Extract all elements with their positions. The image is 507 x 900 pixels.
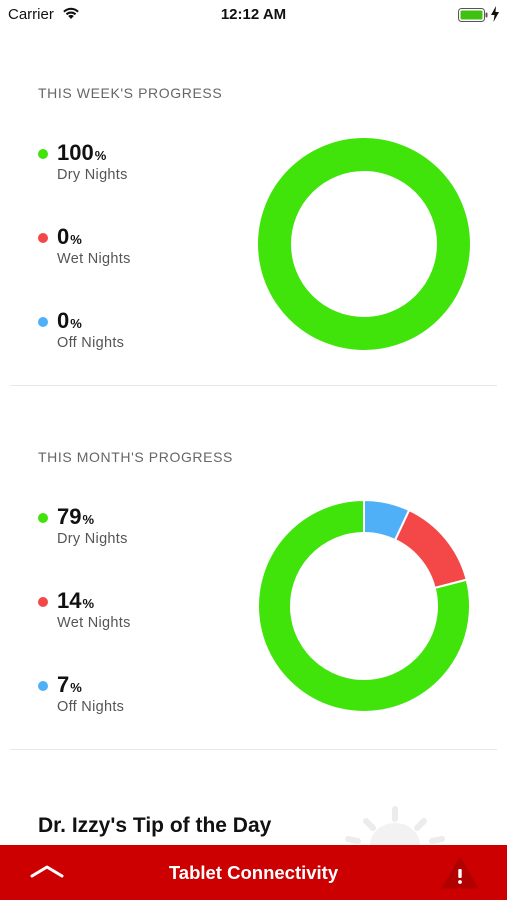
carrier-label: Carrier xyxy=(8,6,54,23)
month-dry-label: Dry Nights xyxy=(57,531,128,547)
week-dry-value: 100 xyxy=(57,140,94,165)
week-slice-dry-nights xyxy=(258,138,470,350)
month-dry-value: 79 xyxy=(57,504,82,529)
month-slice-off-nights xyxy=(363,499,411,542)
off-dot xyxy=(38,681,48,691)
month-legend-wet: 14% Wet Nights xyxy=(38,589,218,639)
percent-sign: % xyxy=(70,680,82,695)
dry-dot xyxy=(38,513,48,523)
week-wet-label: Wet Nights xyxy=(57,251,131,267)
status-time: 12:12 AM xyxy=(220,6,287,23)
week-donut-chart xyxy=(258,138,470,350)
month-legend-off: 7% Off Nights xyxy=(38,673,218,723)
month-progress-title: THIS MONTH'S PROGRESS xyxy=(38,449,233,465)
chevron-up-icon[interactable] xyxy=(30,859,64,883)
week-wet-value: 0 xyxy=(57,224,70,249)
section-divider xyxy=(10,385,497,386)
percent-sign: % xyxy=(70,316,82,331)
month-legend-dry: 79% Dry Nights xyxy=(38,505,218,555)
sun-decoration-icon xyxy=(345,806,445,845)
wifi-icon xyxy=(63,7,79,19)
tip-of-the-day-title: Dr. Izzy's Tip of the Day xyxy=(38,814,272,837)
week-legend-wet: 0% Wet Nights xyxy=(38,225,218,275)
month-off-value: 7 xyxy=(57,672,70,697)
section-divider xyxy=(10,749,497,750)
month-slice-wet-nights xyxy=(393,508,468,590)
charging-icon xyxy=(491,6,499,22)
week-progress-title: THIS WEEK'S PROGRESS xyxy=(38,85,223,101)
week-legend-off: 0% Off Nights xyxy=(38,309,218,359)
month-off-label: Off Nights xyxy=(57,699,125,715)
warning-icon[interactable] xyxy=(442,857,478,889)
week-legend-dry: 100% Dry Nights xyxy=(38,141,218,191)
dry-dot xyxy=(38,149,48,159)
wet-dot xyxy=(38,233,48,243)
month-wet-label: Wet Nights xyxy=(57,615,131,631)
status-bar: Carrier 12:12 AM xyxy=(0,0,507,28)
percent-sign: % xyxy=(82,596,95,611)
battery-icon xyxy=(458,8,488,22)
off-dot xyxy=(38,317,48,327)
month-donut-chart xyxy=(257,499,471,713)
week-off-label: Off Nights xyxy=(57,335,125,351)
wet-dot xyxy=(38,597,48,607)
percent-sign: % xyxy=(94,148,107,163)
percent-sign: % xyxy=(70,232,82,247)
month-slice-dry-nights xyxy=(257,499,471,713)
week-dry-label: Dry Nights xyxy=(57,167,128,183)
month-wet-value: 14 xyxy=(57,588,82,613)
percent-sign: % xyxy=(82,512,95,527)
tablet-connectivity-bar[interactable]: Tablet Connectivity xyxy=(0,845,507,900)
tablet-connectivity-title: Tablet Connectivity xyxy=(168,862,339,883)
week-off-value: 0 xyxy=(57,308,70,333)
